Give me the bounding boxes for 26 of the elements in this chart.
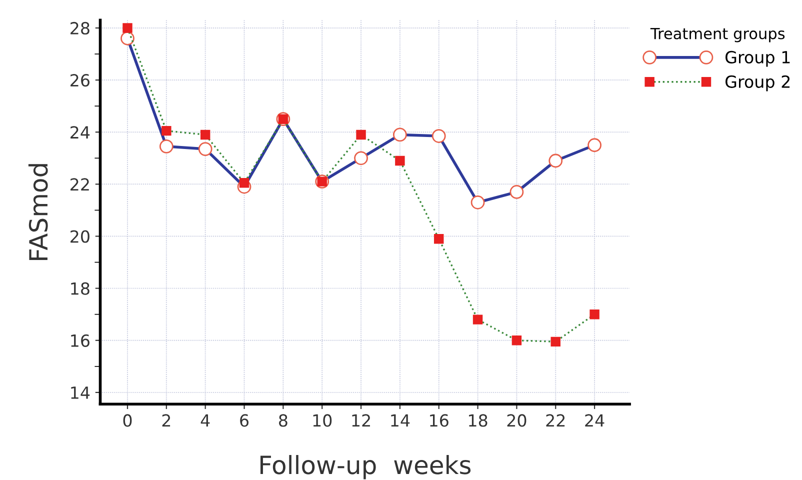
y-axis-title: FASmod bbox=[28, 164, 48, 260]
x-tick-label: 16 bbox=[430, 414, 448, 427]
x-tick-label: 0 bbox=[123, 414, 132, 427]
y-tick-label: 14 bbox=[71, 386, 90, 399]
x-tick-label: 18 bbox=[469, 414, 488, 427]
y-tick-label: 22 bbox=[70, 178, 89, 191]
legend-title: Treatment groups bbox=[650, 28, 785, 42]
y-tick-label: 16 bbox=[71, 334, 90, 347]
x-tick-label: 4 bbox=[200, 414, 210, 427]
y-tick-label: 26 bbox=[70, 74, 90, 87]
x-tick-label: 2 bbox=[162, 414, 170, 427]
x-axis-title: Follow-up weeks bbox=[260, 455, 471, 480]
y-tick-label: 20 bbox=[70, 230, 90, 243]
x-tick-label: 20 bbox=[507, 414, 526, 427]
y-tick-label: 28 bbox=[70, 22, 90, 35]
x-tick-label: 10 bbox=[313, 414, 332, 427]
y-tick-label: 24 bbox=[70, 126, 90, 138]
legend-label: Group 2 bbox=[726, 75, 790, 92]
x-tick-label: 8 bbox=[279, 414, 288, 427]
x-tick-label: 14 bbox=[391, 414, 410, 427]
legend-label: Group 1 bbox=[726, 50, 790, 67]
x-tick-label: 24 bbox=[585, 414, 604, 427]
x-tick-label: 22 bbox=[546, 414, 565, 427]
x-tick-label: 6 bbox=[240, 414, 249, 427]
x-tick-label: 12 bbox=[352, 414, 370, 427]
y-tick-label: 18 bbox=[71, 282, 90, 295]
